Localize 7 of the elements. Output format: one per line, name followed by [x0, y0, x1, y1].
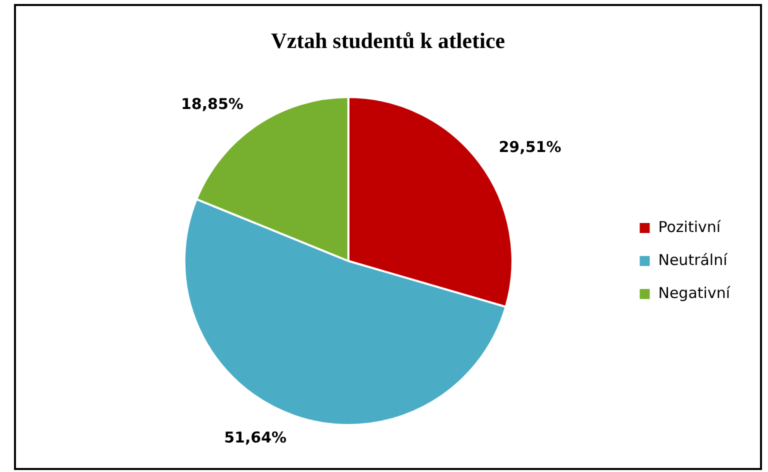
legend-label: Pozitivní — [658, 218, 722, 236]
data-label: 51,64% — [224, 428, 287, 446]
chart-title: Vztah studentů k atletice — [270, 28, 506, 54]
legend-label: Neutrální — [658, 250, 728, 269]
data-label: 18,85% — [180, 94, 244, 113]
data-label: 29,51% — [498, 138, 562, 156]
legend-label: Negativní — [658, 284, 731, 302]
